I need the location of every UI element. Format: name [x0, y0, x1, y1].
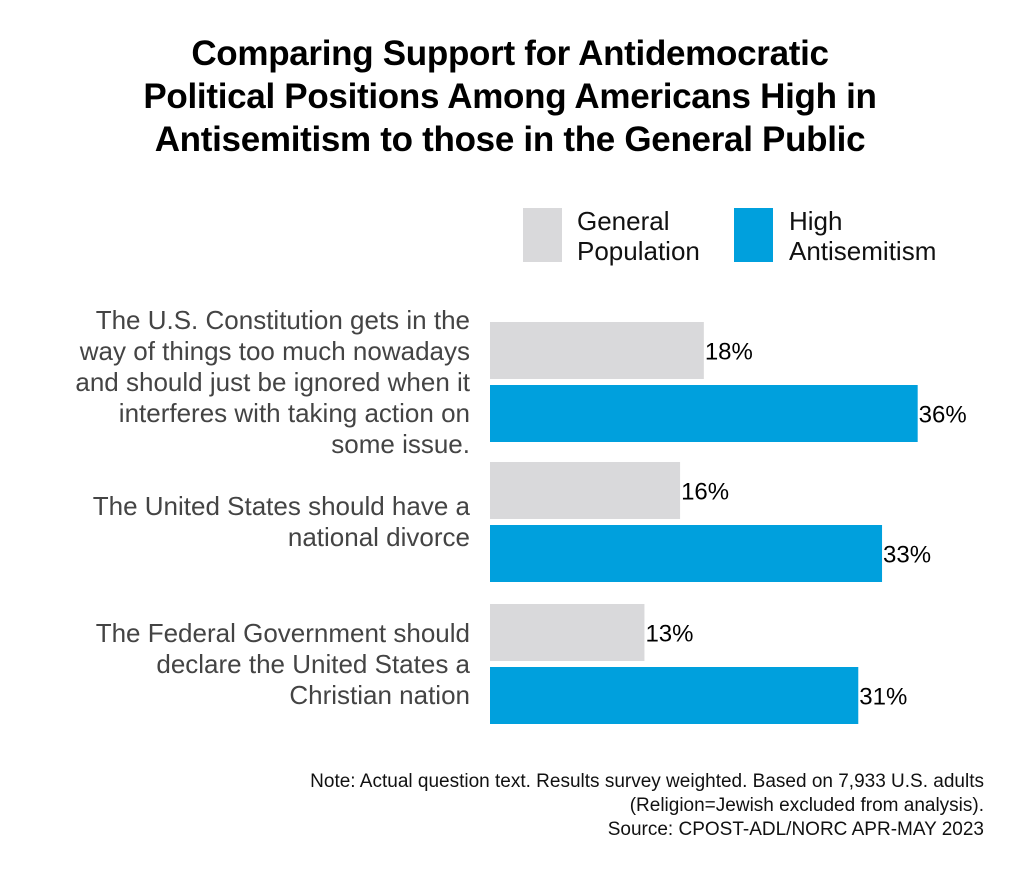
category-label-line: and should just be ignored when it [75, 366, 470, 397]
category-label: The U.S. Constitution gets in the way of … [10, 305, 470, 460]
note-line: Note: Actual question text. Results surv… [310, 771, 984, 792]
legend-swatch-general [523, 208, 562, 262]
category-label-line: The U.S. Constitution gets in the [95, 304, 470, 335]
category-label: The Federal Government should declare the… [10, 618, 470, 711]
legend-line: Antisemitism [789, 236, 937, 266]
bar-high-antisemitism [490, 667, 859, 724]
category-label-line: The Federal Government should [95, 617, 470, 648]
legend-label-high: High Antisemitism [789, 206, 936, 266]
bar-high-antisemitism [490, 385, 918, 442]
title-line: Political Positions Among Americans High… [143, 77, 877, 116]
chart-title: Comparing Support for Antidemocratic Pol… [0, 32, 1020, 161]
category-label: The United States should have a national … [10, 491, 470, 553]
data-label: 18% [705, 339, 753, 366]
legend-swatch-high [734, 208, 773, 262]
title-line: Antisemitism to those in the General Pub… [154, 120, 866, 159]
bar-high-antisemitism [490, 525, 883, 582]
data-label: 13% [645, 621, 693, 648]
legend-line: High [789, 206, 843, 236]
chart-note: Note: Actual question text. Results surv… [310, 770, 984, 842]
data-label: 16% [681, 479, 729, 506]
bar-general-population [490, 604, 645, 661]
data-label: 33% [883, 542, 931, 569]
category-label-line: interferes with taking action on [118, 397, 470, 428]
data-label: 31% [859, 684, 907, 711]
category-label-line: national divorce [287, 522, 470, 552]
bar-general-population [490, 462, 681, 519]
legend-label-general: General Population [577, 206, 700, 266]
legend-line: General [577, 206, 670, 236]
category-label-line: The United States should have a [92, 491, 470, 521]
legend-line: Population [577, 236, 700, 266]
note-line: (Religion=Jewish excluded from analysis)… [629, 795, 984, 816]
bar-general-population [490, 322, 704, 379]
category-label-line: some issue. [331, 428, 470, 459]
category-label-line: way of things too much nowadays [79, 335, 470, 366]
category-label-line: declare the United States a [156, 648, 470, 679]
title-line: Comparing Support for Antidemocratic [191, 34, 829, 73]
data-label: 36% [919, 402, 967, 429]
category-label-line: Christian nation [289, 679, 470, 710]
note-line: Source: CPOST-ADL/NORC APR-MAY 2023 [607, 819, 984, 840]
